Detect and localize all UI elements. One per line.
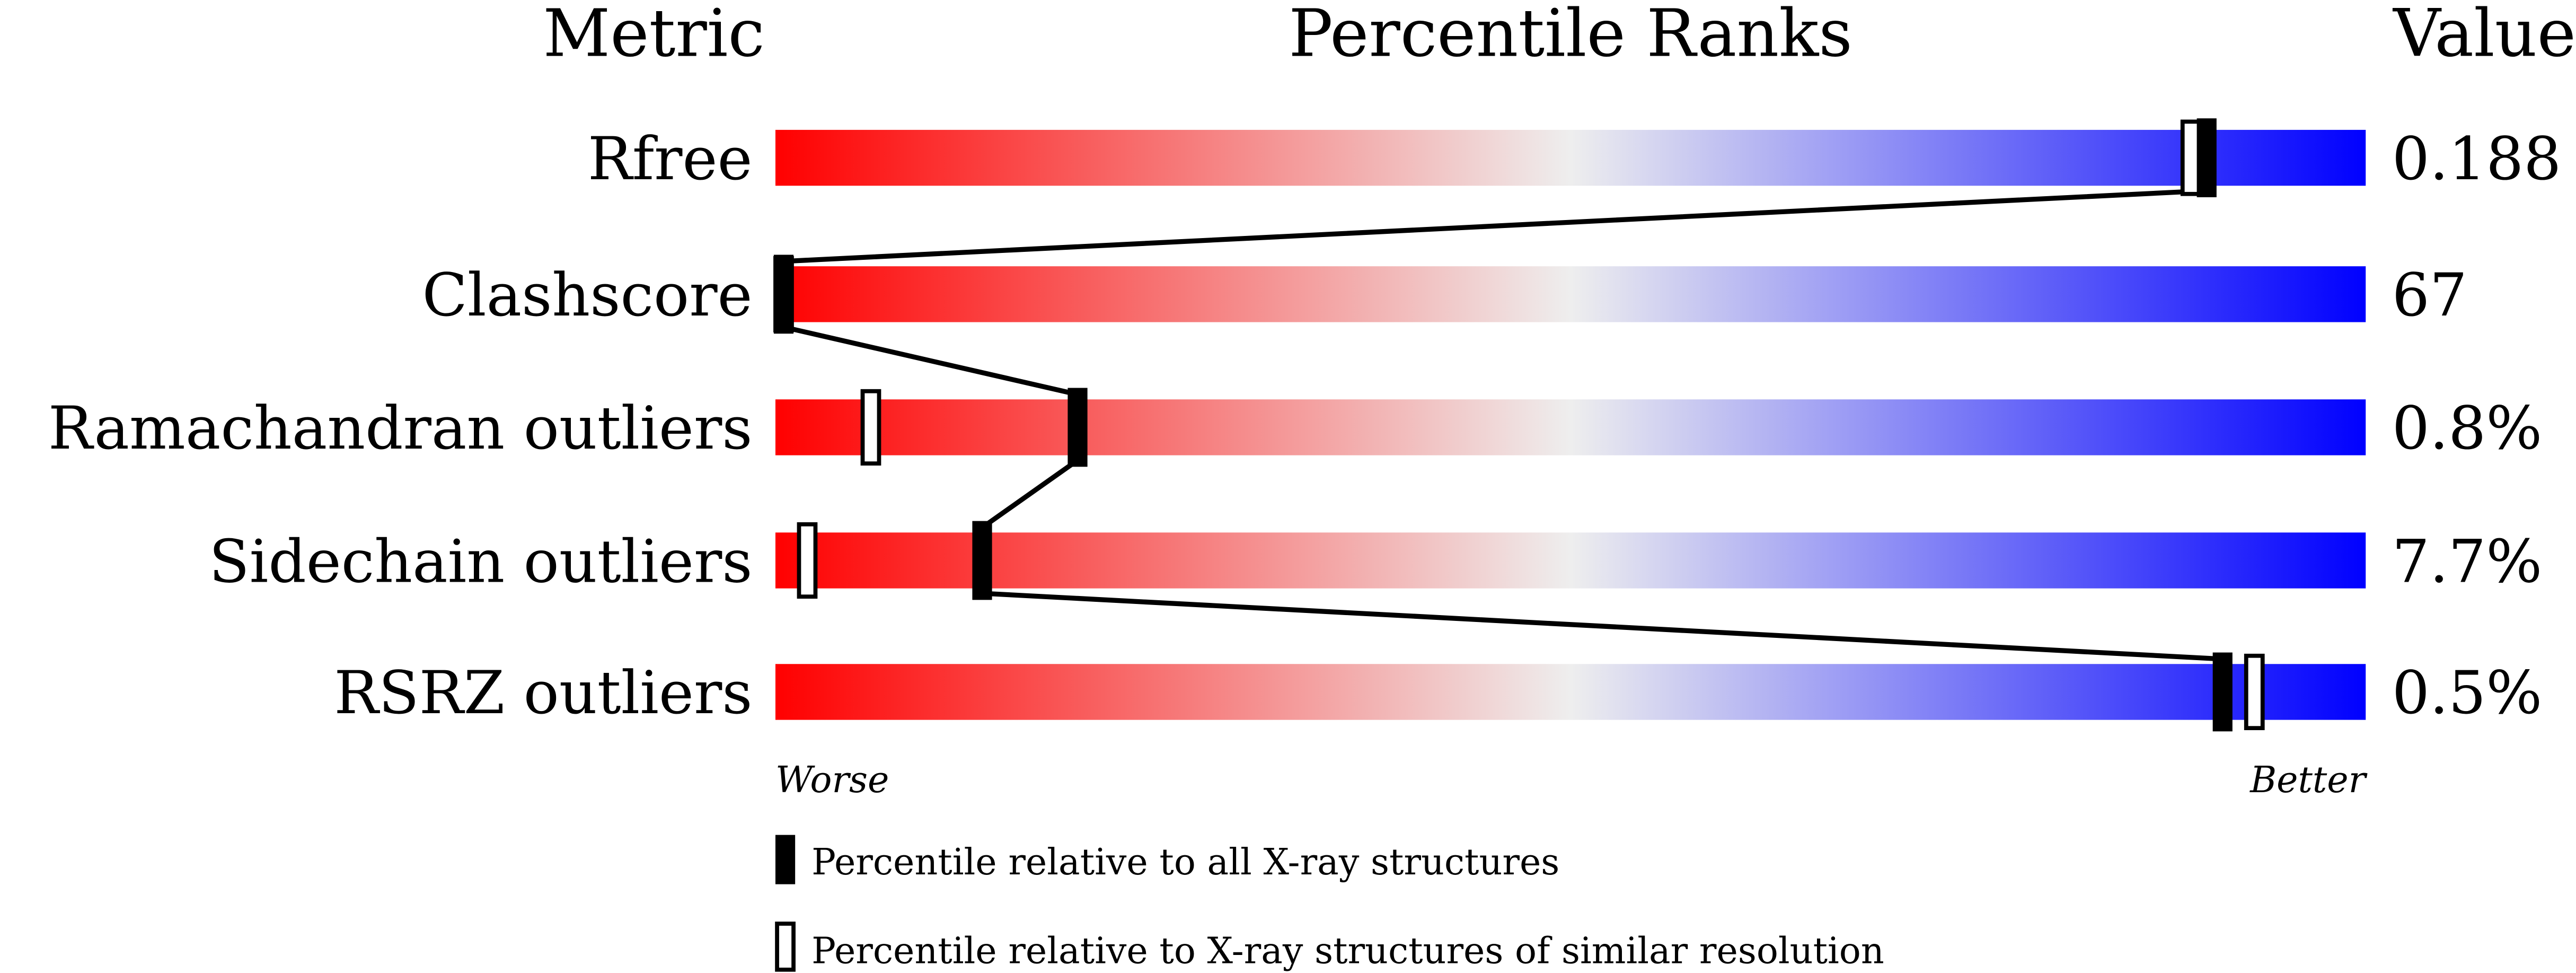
metric-label: Clashscore — [422, 261, 753, 330]
metric-header: Metric — [543, 0, 764, 72]
metric-value: 67 — [2392, 261, 2467, 330]
marker-all-structures — [972, 521, 992, 600]
metric-label: Ramachandran outliers — [48, 394, 753, 463]
ranks-header: Percentile Ranks — [1289, 0, 1852, 72]
marker-all-structures — [2196, 118, 2217, 197]
marker-all-structures — [2212, 652, 2233, 732]
percentile-bar — [775, 532, 2366, 589]
metric-label: Sidechain outliers — [209, 527, 752, 596]
percentile-bar — [775, 266, 2366, 322]
percentile-bar — [775, 129, 2366, 186]
metric-value: 0.8% — [2392, 394, 2542, 463]
legend-open-marker-icon — [775, 922, 796, 972]
marker-similar-resolution — [797, 522, 818, 599]
metric-value: 0.188 — [2392, 125, 2561, 194]
percentile-bar — [775, 399, 2366, 455]
legend-filled-label: Percentile relative to all X-ray structu… — [811, 841, 1559, 883]
marker-similar-resolution — [2244, 653, 2265, 730]
marker-all-structures — [1068, 388, 1088, 467]
marker-similar-resolution — [2180, 119, 2201, 196]
metric-value: 0.5% — [2392, 659, 2542, 727]
legend-open-label: Percentile relative to X-ray structures … — [811, 930, 1884, 972]
marker-all-structures — [773, 255, 794, 334]
worse-label: Worse — [775, 759, 889, 801]
metric-label: RSRZ outliers — [334, 659, 752, 727]
legend-filled-marker-icon — [775, 835, 796, 884]
metric-value: 7.7% — [2392, 527, 2542, 596]
percentile-bar — [775, 664, 2366, 720]
marker-similar-resolution — [860, 389, 881, 466]
better-label: Better — [2249, 759, 2368, 801]
metric-label: Rfree — [588, 125, 753, 194]
value-header: Value — [2392, 0, 2576, 72]
